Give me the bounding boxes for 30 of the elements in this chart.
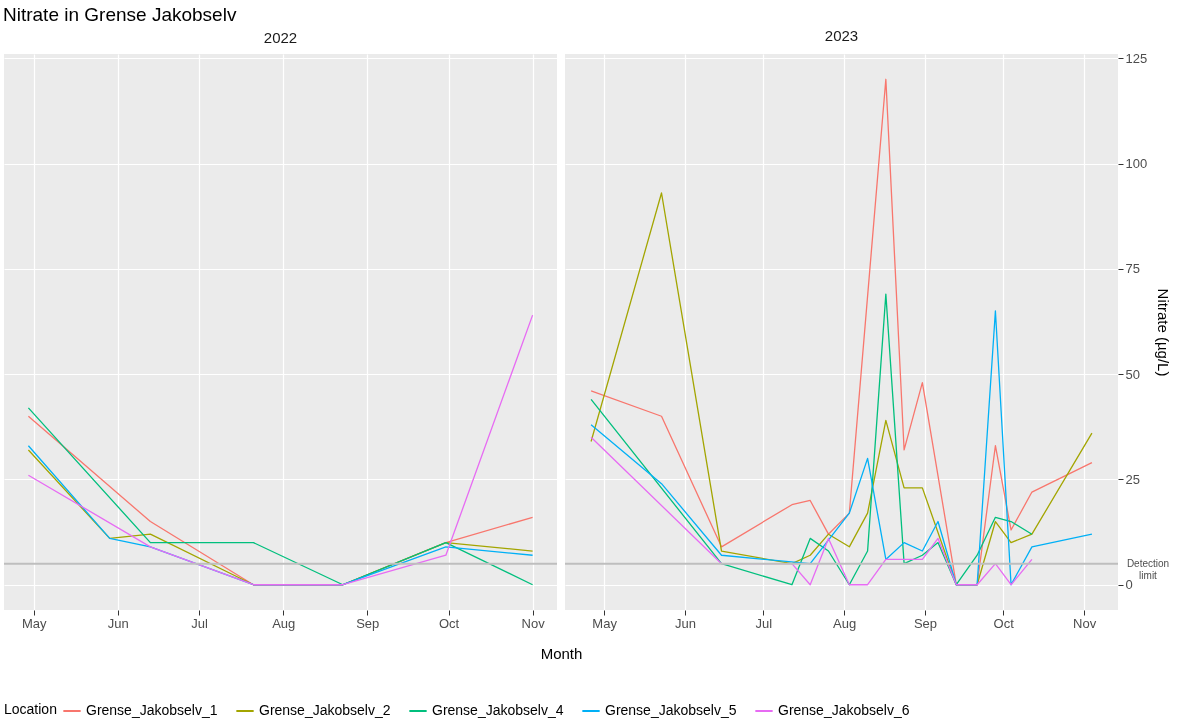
legend-label: Grense_Jakobselv_5 — [605, 702, 737, 718]
x-tick-label: Jul — [191, 615, 209, 631]
x-axis-title: Month — [540, 644, 583, 662]
legend-label: Grense_Jakobselv_6 — [778, 702, 910, 718]
x-tick-label: Oct — [993, 615, 1015, 631]
y-tick-label: 75 — [1125, 261, 1140, 277]
chart-subtitle: 2023 — [824, 27, 859, 45]
legend-label: Grense_Jakobselv_2 — [259, 702, 391, 718]
x-tick-label: Aug — [833, 615, 857, 631]
x-tick-label: Aug — [272, 615, 296, 631]
y-axis-title: Nitrate (µg/L) — [1155, 288, 1173, 377]
x-tick-label: Oct — [438, 615, 460, 631]
x-tick-label: Jun — [107, 615, 129, 631]
chart-title: Nitrate in Grense Jakobselv — [3, 4, 237, 26]
y-tick-label: 50 — [1125, 366, 1140, 382]
legend-label: Grense_Jakobselv_4 — [432, 702, 564, 718]
x-tick-label: May — [592, 615, 618, 631]
y-tick-label: 100 — [1125, 156, 1148, 172]
x-tick-label: Jun — [675, 615, 696, 631]
x-tick-label: Nov — [521, 615, 546, 631]
y-tick-label: 25 — [1125, 471, 1140, 487]
x-tick-label: Nov — [1073, 615, 1097, 631]
legend-label: Grense_Jakobselv_1 — [86, 702, 218, 718]
x-tick-label: Jul — [755, 615, 773, 631]
x-tick-label: May — [22, 615, 48, 631]
y-tick-label: 125 — [1125, 50, 1148, 66]
x-tick-label: Sep — [356, 615, 380, 631]
x-tick-label: Sep — [913, 615, 938, 631]
chart-subtitle: 2022 — [263, 29, 298, 46]
legend-title: Location — [4, 701, 57, 717]
